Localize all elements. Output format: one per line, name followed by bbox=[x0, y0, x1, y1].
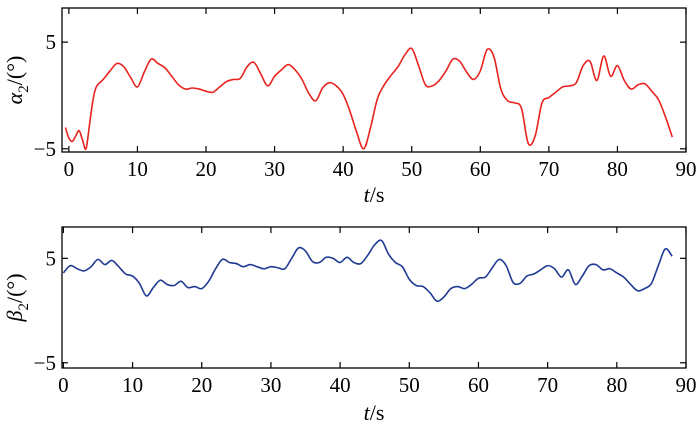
x-tick-label: 60 bbox=[470, 157, 491, 181]
y-tick-label: −5 bbox=[34, 351, 56, 375]
series-line-1 bbox=[62, 239, 673, 303]
x-tick-label: 80 bbox=[606, 373, 627, 397]
series-line-1 bbox=[64, 47, 674, 151]
x-tick-label: 70 bbox=[537, 373, 558, 397]
y-tick-label: 5 bbox=[46, 246, 57, 270]
x-tick-label: 70 bbox=[538, 157, 559, 181]
x-tick-label: 40 bbox=[333, 157, 354, 181]
y-tick-label: −5 bbox=[34, 137, 56, 161]
x-tick-label: 50 bbox=[399, 373, 420, 397]
x-tick-label: 30 bbox=[264, 157, 285, 181]
x-tick-label: 10 bbox=[127, 157, 148, 181]
x-tick-label: 90 bbox=[676, 157, 697, 181]
y-axis-label: β2/(°) bbox=[2, 273, 32, 322]
y-tick-label: 5 bbox=[46, 30, 57, 54]
plot-frame bbox=[61, 226, 687, 369]
x-tick-label: 40 bbox=[330, 373, 351, 397]
y-axis-label: α2/(°) bbox=[2, 56, 32, 105]
x-tick-label: 60 bbox=[468, 373, 489, 397]
x-tick-label: 90 bbox=[676, 373, 697, 397]
chart-panel-1: 0 10 20 30 40 50 60 70 80 90 5 −5 t/s α2/(°) bbox=[2, 7, 697, 207]
x-tick-label: 80 bbox=[607, 157, 628, 181]
x-tick-label: 0 bbox=[58, 373, 69, 397]
chart-panel-2: 0 10 20 30 40 50 60 70 80 90 5 −5 t/s β2/(°) bbox=[2, 226, 697, 425]
x-tick-label: 0 bbox=[64, 157, 75, 181]
x-axis-label: t/s bbox=[364, 400, 385, 425]
x-axis-label: t/s bbox=[364, 182, 385, 207]
plot-frame bbox=[61, 7, 687, 153]
x-tick-label: 20 bbox=[196, 157, 217, 181]
x-tick-label: 30 bbox=[260, 373, 281, 397]
x-tick-label: 50 bbox=[401, 157, 422, 181]
x-tick-label: 10 bbox=[122, 373, 143, 397]
x-tick-label: 20 bbox=[191, 373, 212, 397]
